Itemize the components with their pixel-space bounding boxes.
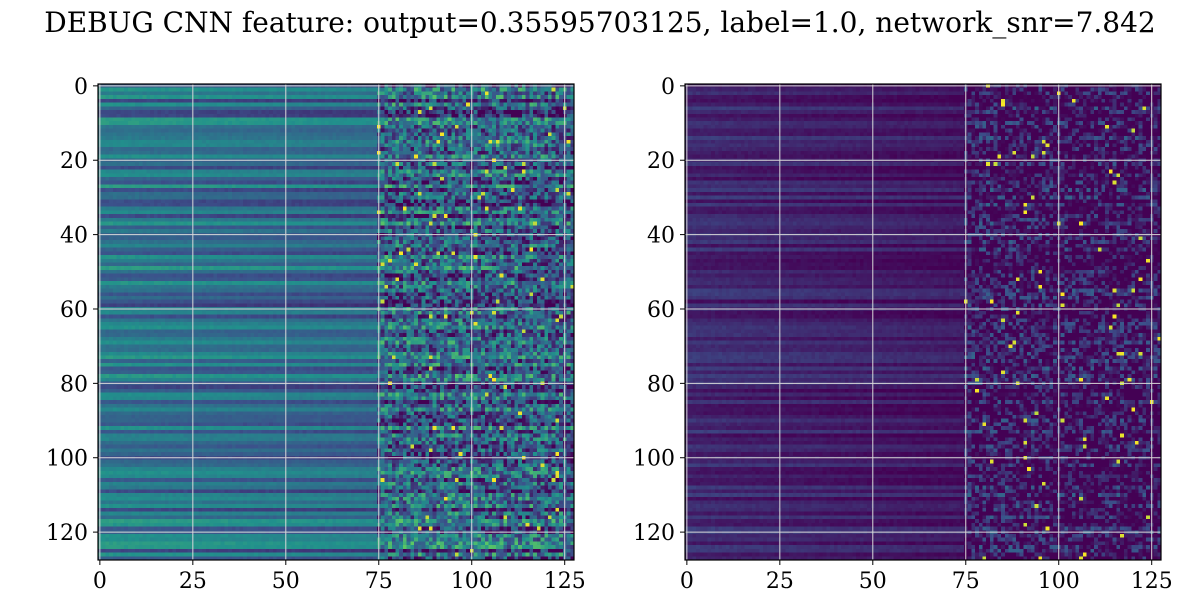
figure-title: DEBUG CNN feature: output=0.35595703125,… bbox=[44, 6, 1156, 39]
y-tick-label: 40 bbox=[647, 224, 675, 249]
x-tick-label: 50 bbox=[272, 569, 300, 594]
y-tick-label: 80 bbox=[60, 372, 88, 397]
x-tick-label: 100 bbox=[451, 569, 493, 594]
y-tick-label: 0 bbox=[661, 75, 675, 100]
axes-frame bbox=[684, 83, 1162, 561]
axes-frame bbox=[97, 83, 575, 561]
y-tick-label: 60 bbox=[60, 298, 88, 323]
x-tick-label: 100 bbox=[1038, 569, 1080, 594]
y-tick-label: 120 bbox=[633, 521, 675, 546]
y-tick-label: 20 bbox=[60, 149, 88, 174]
x-tick-label: 25 bbox=[766, 569, 794, 594]
y-tick-label: 100 bbox=[46, 447, 88, 472]
x-tick-label: 125 bbox=[1131, 569, 1173, 594]
x-tick-label: 25 bbox=[179, 569, 207, 594]
y-tick-label: 0 bbox=[74, 75, 88, 100]
x-tick-label: 0 bbox=[680, 569, 694, 594]
y-tick-label: 80 bbox=[647, 372, 675, 397]
x-tick-label: 50 bbox=[859, 569, 887, 594]
x-tick-label: 0 bbox=[93, 569, 107, 594]
y-tick-label: 100 bbox=[633, 447, 675, 472]
y-tick-label: 60 bbox=[647, 298, 675, 323]
x-tick-label: 125 bbox=[544, 569, 586, 594]
y-tick-label: 20 bbox=[647, 149, 675, 174]
y-tick-label: 120 bbox=[46, 521, 88, 546]
x-tick-label: 75 bbox=[952, 569, 980, 594]
heatmap-cells bbox=[685, 84, 1161, 560]
y-tick-label: 40 bbox=[60, 224, 88, 249]
x-tick-label: 75 bbox=[365, 569, 393, 594]
heatmap-cells bbox=[98, 84, 574, 560]
